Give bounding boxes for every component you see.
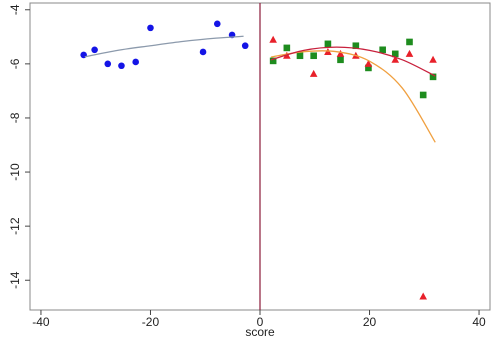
point: [283, 44, 291, 52]
x-tick-label: -40: [32, 315, 50, 329]
point: [405, 49, 414, 57]
x-tick-label: -20: [142, 315, 160, 329]
point: [406, 38, 413, 46]
y-tick-label: -14: [8, 271, 22, 289]
point: [391, 50, 399, 58]
x-tick-label: 20: [363, 315, 377, 329]
point: [213, 20, 221, 28]
fit-line: [84, 35, 244, 58]
point: [104, 60, 112, 68]
point: [132, 58, 139, 66]
point: [352, 42, 360, 50]
point: [337, 56, 344, 64]
point: [310, 52, 317, 60]
y-tick-label: -6: [8, 58, 22, 69]
point: [269, 35, 277, 43]
fit-line: [270, 50, 436, 143]
y-tick-label: -10: [8, 163, 22, 181]
point: [419, 91, 427, 99]
point: [419, 292, 427, 300]
point: [118, 62, 125, 70]
point: [91, 46, 98, 54]
point: [296, 52, 304, 60]
y-tick-label: -4: [8, 4, 22, 15]
fit-line: [270, 46, 436, 77]
point: [429, 55, 437, 63]
x-tick-label: 40: [472, 315, 486, 329]
point: [391, 55, 400, 63]
point: [336, 49, 345, 57]
x-tick-label: 0: [257, 315, 264, 329]
point: [309, 69, 318, 77]
point: [364, 59, 373, 67]
point: [429, 73, 437, 81]
point: [365, 64, 372, 72]
point: [147, 24, 154, 32]
point: [379, 46, 386, 54]
point: [241, 42, 249, 50]
point: [269, 57, 277, 65]
point: [199, 48, 207, 56]
x-axis-label: score: [245, 325, 275, 339]
point: [324, 40, 332, 48]
y-tick-label: -12: [8, 217, 22, 235]
y-tick-label: -8: [8, 112, 22, 123]
